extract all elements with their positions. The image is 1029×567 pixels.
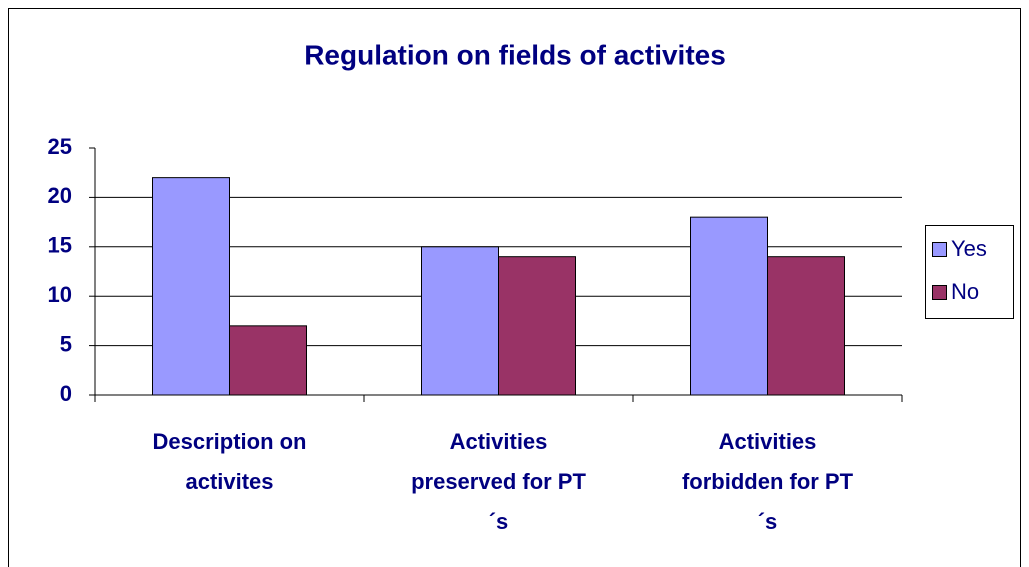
- y-tick-label: 0: [60, 381, 72, 406]
- y-tick-label: 20: [48, 183, 72, 208]
- y-tick-label: 5: [60, 331, 72, 356]
- y-tick-label: 15: [48, 233, 72, 258]
- chart-title: Regulation on fields of activites: [304, 39, 726, 70]
- bar: [767, 256, 845, 396]
- legend-label: No: [951, 279, 979, 304]
- legend-swatch: [932, 285, 947, 300]
- legend-label: Yes: [951, 236, 987, 261]
- chart-frame: [8, 8, 1021, 567]
- legend-box: [925, 225, 1014, 319]
- bar: [498, 256, 576, 396]
- legend-swatch: [932, 242, 947, 257]
- x-tick-label: Activities forbidden for PT´s: [681, 429, 854, 534]
- bar: [152, 177, 230, 396]
- x-tick-label: Activities preserved for PT´s: [411, 429, 586, 534]
- y-tick-label: 25: [48, 134, 72, 159]
- y-tick-label: 10: [48, 282, 72, 307]
- bar: [690, 216, 768, 396]
- x-tick-label: Description on activites: [152, 429, 307, 494]
- bar: [421, 246, 499, 396]
- bar: [229, 325, 307, 396]
